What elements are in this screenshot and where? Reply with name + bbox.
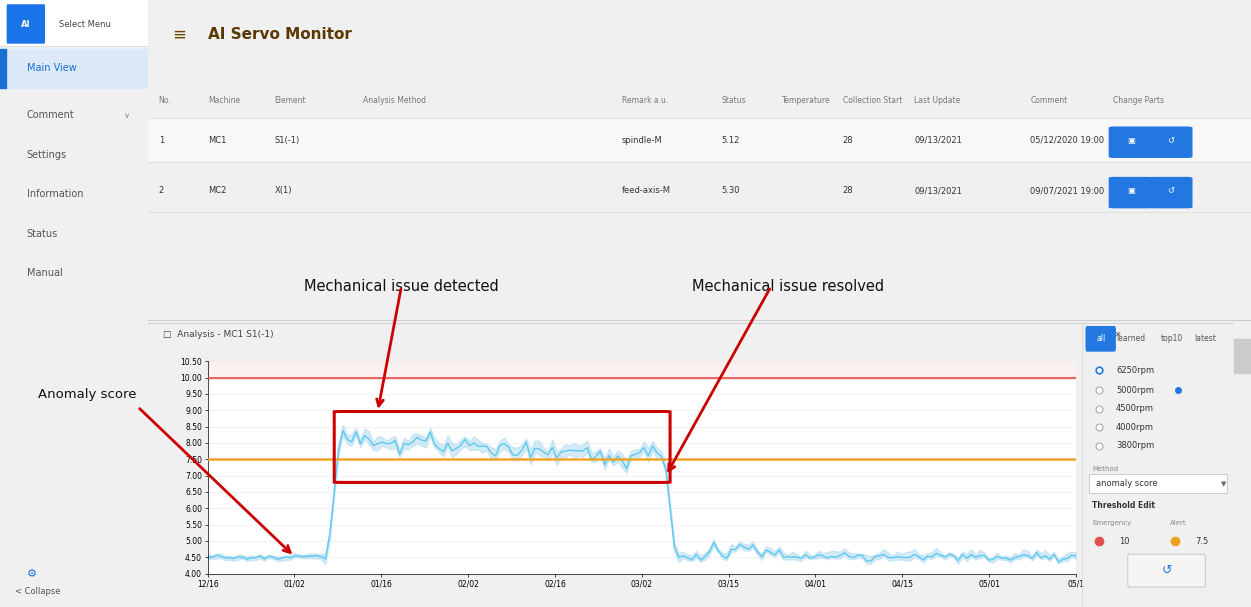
FancyBboxPatch shape [6,4,45,44]
Text: ▼: ▼ [1221,481,1226,487]
Text: X(1): X(1) [274,186,291,195]
Text: Analysis Method: Analysis Method [363,95,425,104]
Text: Comment: Comment [26,110,74,120]
Text: top10: top10 [1161,334,1182,344]
Text: 1: 1 [159,136,164,145]
Text: ⚙: ⚙ [26,569,36,578]
FancyBboxPatch shape [1127,554,1206,587]
Text: Machine: Machine [209,95,240,104]
Text: Settings: Settings [26,150,66,160]
Text: ≡: ≡ [171,26,185,44]
Text: learned: learned [1117,334,1146,344]
Text: spindle-M: spindle-M [622,136,663,145]
Text: 09/07/2021 19:00: 09/07/2021 19:00 [1031,186,1105,195]
Text: 4000rpm: 4000rpm [1116,422,1153,432]
FancyBboxPatch shape [1108,177,1153,208]
Bar [0,49,6,88]
Text: Temperature: Temperature [782,95,831,104]
Text: Anomaly score: Anomaly score [38,388,136,401]
Text: ↺: ↺ [1161,564,1172,577]
Bar [1088,474,1227,493]
Text: Change Parts: Change Parts [1113,95,1165,104]
Text: 05/12/2020 19:00: 05/12/2020 19:00 [1031,136,1105,145]
Text: Element: Element [274,95,306,104]
Text: < Collapse: < Collapse [15,588,60,596]
Text: 7.5: 7.5 [1195,537,1208,546]
Text: Status: Status [26,229,58,239]
Bar [0,49,148,88]
Text: MC1: MC1 [209,136,226,145]
Text: ⚙  ▪  ✕: ⚙ ▪ ✕ [1091,330,1122,339]
Text: Remark a.u.: Remark a.u. [622,95,668,104]
Text: 09/13/2021: 09/13/2021 [914,136,962,145]
Bar [0,0,148,46]
Text: 28: 28 [843,186,853,195]
Text: Method: Method [1092,466,1118,472]
Text: No.: No. [159,95,171,104]
Text: 4500rpm: 4500rpm [1116,404,1153,413]
Text: MC2: MC2 [209,186,226,195]
Text: Threshold Edit: Threshold Edit [1092,501,1155,510]
Text: 2: 2 [159,186,164,195]
Text: ▣: ▣ [1127,186,1135,195]
Text: □  Analysis - MC1 S1(-1): □ Analysis - MC1 S1(-1) [163,330,274,339]
Text: Emergency: Emergency [1092,520,1131,526]
Text: AI: AI [21,20,30,29]
FancyBboxPatch shape [1148,177,1192,208]
Text: 5.30: 5.30 [722,186,739,195]
Text: Status: Status [722,95,746,104]
Bar [1233,322,1251,607]
Bar [208,361,1076,379]
Text: 28: 28 [843,136,853,145]
FancyBboxPatch shape [1086,326,1116,351]
Text: Alert: Alert [1170,520,1186,526]
Text: 10: 10 [1120,537,1130,546]
Text: all: all [1096,334,1106,344]
Text: Mechanical issue resolved: Mechanical issue resolved [692,279,883,294]
Text: Information: Information [26,189,83,199]
Text: ▣: ▣ [1127,136,1135,145]
Bar [1233,339,1251,373]
Text: 09/13/2021: 09/13/2021 [914,186,962,195]
Text: 5000rpm: 5000rpm [1116,385,1153,395]
Text: Select Menu: Select Menu [59,20,111,29]
Text: Manual: Manual [26,268,63,278]
Text: AI Servo Monitor: AI Servo Monitor [209,27,353,42]
Text: Main View: Main View [26,63,76,73]
Text: ∨: ∨ [124,111,130,120]
Text: latest: latest [1195,334,1216,344]
Text: anomaly score: anomaly score [1096,480,1157,488]
Text: Collection Start: Collection Start [843,95,902,104]
Text: ↺: ↺ [1167,186,1173,195]
FancyBboxPatch shape [1148,126,1192,158]
Bar [148,119,1251,161]
Text: S1(-1): S1(-1) [274,136,300,145]
Text: 5.12: 5.12 [722,136,739,145]
Text: ↺: ↺ [1167,136,1173,145]
Text: Last Update: Last Update [914,95,961,104]
FancyBboxPatch shape [1108,126,1153,158]
Text: 6250rpm: 6250rpm [1116,365,1153,375]
Text: Comment: Comment [1031,95,1067,104]
Text: 3800rpm: 3800rpm [1116,441,1155,450]
Text: feed-axis-M: feed-axis-M [622,186,671,195]
Text: Mechanical issue detected: Mechanical issue detected [304,279,499,294]
